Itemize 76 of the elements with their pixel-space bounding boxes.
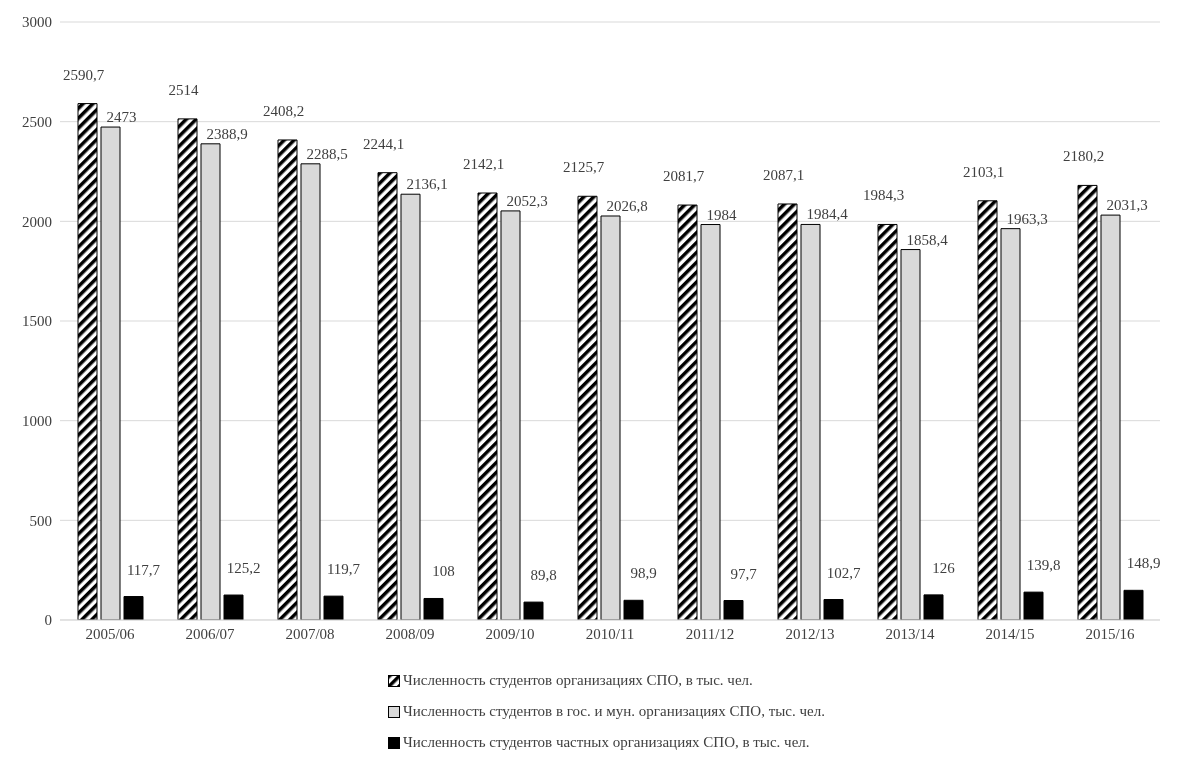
data-label: 119,7 xyxy=(326,561,361,578)
data-label: 126 xyxy=(932,559,956,576)
bar xyxy=(1077,184,1098,620)
data-label: 1984 xyxy=(706,206,737,223)
bar xyxy=(323,595,344,620)
bar xyxy=(577,195,598,620)
data-label: 2136,1 xyxy=(406,176,448,193)
y-tick-label: 0 xyxy=(44,612,52,629)
data-label: 2026,8 xyxy=(606,197,648,214)
data-label: 2125,7 xyxy=(562,159,605,176)
x-tick-label: 2011/12 xyxy=(685,625,735,642)
bar xyxy=(1023,591,1044,620)
bar xyxy=(223,594,244,620)
data-label: 125,2 xyxy=(226,560,261,577)
data-label: 2052,3 xyxy=(506,192,548,209)
data-label: 1984,4 xyxy=(806,206,849,223)
data-label: 108 xyxy=(432,563,455,580)
data-label: 2087,1 xyxy=(762,166,805,183)
x-tick-label: 2006/07 xyxy=(185,625,236,642)
x-tick-label: 2005/06 xyxy=(85,625,136,642)
x-tick-label: 2013/14 xyxy=(885,625,936,642)
data-label: 2081,7 xyxy=(662,168,705,185)
y-tick-label: 2000 xyxy=(22,213,52,230)
bar xyxy=(477,192,498,620)
legend-label: Численность студентов в гос. и мун. организациях СПО, тыс. чел. xyxy=(403,703,825,720)
legend-label: Численность студентов частных организациях СПО, в тыс. чел. xyxy=(403,734,810,751)
data-label: 98,9 xyxy=(630,565,657,582)
bar xyxy=(177,118,198,620)
bar xyxy=(77,103,98,620)
x-tick-label: 2012/13 xyxy=(785,625,835,642)
legend-label: Численность студентов организациях СПО, в тыс. чел. xyxy=(403,672,753,689)
y-tick-label: 2500 xyxy=(22,113,52,130)
data-label: 117,7 xyxy=(126,561,161,578)
x-tick-label: 2007/08 xyxy=(285,625,335,642)
data-label: 2473 xyxy=(106,109,137,126)
y-tick-label: 500 xyxy=(29,512,52,529)
data-label: 2514 xyxy=(168,81,199,98)
data-label: 1963,3 xyxy=(1006,210,1048,227)
data-label: 148,9 xyxy=(1126,555,1161,572)
data-label: 97,7 xyxy=(730,565,758,582)
bar xyxy=(377,172,398,620)
data-label: 2031,3 xyxy=(1106,197,1148,214)
bar xyxy=(123,596,144,620)
x-tick-label: 2010/11 xyxy=(585,625,635,642)
data-label: 1858,4 xyxy=(906,231,949,248)
bar xyxy=(423,597,444,620)
bar xyxy=(823,599,844,620)
data-label: 102,7 xyxy=(826,564,861,581)
bar xyxy=(523,601,544,620)
bar xyxy=(877,223,898,620)
data-label: 1984,3 xyxy=(862,187,905,204)
bar xyxy=(1123,589,1144,620)
y-tick-label: 1000 xyxy=(22,412,52,429)
data-label: 2142,1 xyxy=(462,156,505,173)
bar xyxy=(277,139,298,620)
data-label: 2590,7 xyxy=(62,66,105,83)
bar xyxy=(923,594,944,620)
data-label: 2408,2 xyxy=(262,102,305,119)
bar xyxy=(677,204,698,620)
data-label: 2103,1 xyxy=(962,163,1005,180)
y-tick-label: 3000 xyxy=(22,14,52,31)
data-label: 139,8 xyxy=(1026,557,1061,574)
bar xyxy=(723,600,744,620)
data-label: 2388,9 xyxy=(206,125,248,142)
x-tick-label: 2008/09 xyxy=(385,625,435,642)
x-tick-label: 2009/10 xyxy=(485,625,535,642)
x-tick-label: 2014/15 xyxy=(985,625,1035,642)
data-label: 89,8 xyxy=(530,567,557,584)
y-tick-label: 1500 xyxy=(22,313,52,330)
data-label: 2180,2 xyxy=(1062,148,1105,165)
data-label: 2288,5 xyxy=(306,145,348,162)
x-tick-label: 2015/16 xyxy=(1085,625,1136,642)
data-label: 2244,1 xyxy=(362,135,405,152)
bar xyxy=(777,203,798,620)
bar xyxy=(977,200,998,620)
bar xyxy=(623,599,644,620)
